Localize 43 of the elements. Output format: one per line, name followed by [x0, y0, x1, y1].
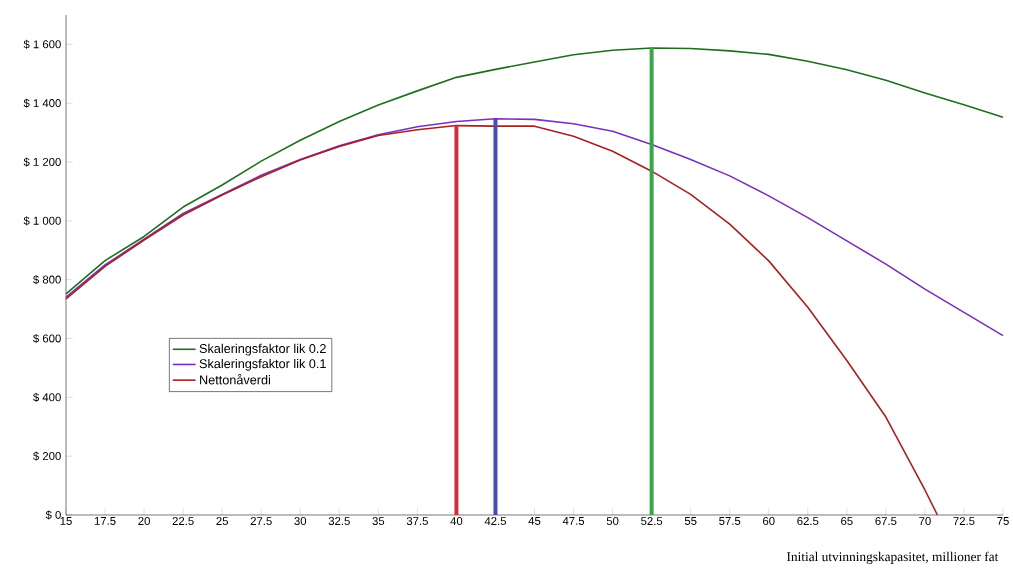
x-tick-label: 37.5: [406, 517, 428, 526]
x-tick-label: 47.5: [562, 517, 585, 525]
y-tick-label: $ 0: [45, 510, 61, 520]
y-tick-label: $ 600: [33, 333, 61, 344]
x-tick-label: 27.5: [250, 517, 272, 526]
x-tick-label: 30: [294, 517, 307, 526]
x-tick-label: 52.5: [641, 517, 663, 526]
x-tick-label: 42.5: [484, 517, 507, 526]
y-tick-label: $ 400: [33, 392, 61, 402]
x-tick-label: 17.5: [94, 517, 116, 525]
legend-label: Nettonåverdi: [200, 374, 270, 385]
y-tick-label: $ 1 000: [23, 216, 61, 226]
x-tick-label: 25: [216, 517, 229, 526]
y-tick-label: $ 1 400: [23, 98, 61, 108]
legend-label: Skaleringsfaktor lik 0.1: [199, 358, 326, 371]
x-tick-label: 40: [450, 517, 463, 526]
x-tick-label: 35: [372, 517, 385, 526]
x-tick-label: 20: [138, 517, 150, 526]
x-tick-label: 45: [528, 517, 541, 525]
x-tick-label: 15: [60, 517, 72, 525]
x-tick-label: 67.5: [875, 517, 897, 526]
x-tick-label: 72.5: [953, 517, 975, 526]
y-tick-label: $ 200: [33, 451, 61, 461]
line-series: [65, 47, 1004, 295]
bar: [649, 47, 654, 515]
bar: [454, 125, 459, 515]
x-tick-label: 22.5: [172, 517, 194, 526]
x-tick-label: 55: [684, 517, 697, 525]
legend-label: Skaleringsfaktor lik 0.2: [199, 343, 326, 356]
y-tick-label: $ 1 200: [23, 157, 61, 167]
x-tick-label: 70: [919, 517, 931, 526]
x-tick-label: 75: [997, 517, 1009, 525]
x-tick-label: 65: [841, 517, 853, 526]
line-series: [65, 124, 939, 516]
x-tick-label: 50: [606, 517, 619, 526]
x-tick-label: 62.5: [797, 517, 819, 526]
y-tick-label: $ 1 600: [23, 39, 61, 49]
y-tick-label: $ 800: [33, 275, 61, 285]
x-tick-label: 57.5: [719, 517, 741, 525]
x-axis-title: Initial utvinningskapasitet, millioner fat: [786, 551, 999, 564]
x-tick-label: 32.5: [328, 517, 350, 526]
bar: [493, 118, 498, 515]
x-tick-label: 60: [763, 517, 775, 526]
